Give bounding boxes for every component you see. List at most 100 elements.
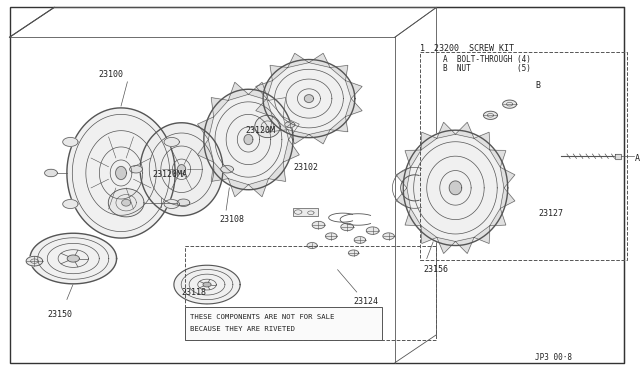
Polygon shape	[256, 99, 273, 116]
Polygon shape	[164, 138, 179, 147]
Polygon shape	[204, 89, 293, 190]
Text: JP3 00·8: JP3 00·8	[535, 353, 572, 362]
Polygon shape	[421, 226, 437, 243]
Text: 23120M: 23120M	[245, 126, 275, 135]
Polygon shape	[421, 132, 437, 150]
Polygon shape	[340, 223, 353, 231]
Polygon shape	[140, 123, 223, 216]
Text: 23124: 23124	[353, 297, 378, 306]
Polygon shape	[437, 122, 456, 138]
Polygon shape	[228, 82, 248, 100]
Polygon shape	[228, 179, 248, 197]
Text: A: A	[634, 154, 639, 163]
Polygon shape	[270, 65, 288, 81]
Polygon shape	[346, 81, 362, 99]
Polygon shape	[116, 167, 127, 179]
Polygon shape	[474, 226, 490, 243]
Polygon shape	[198, 140, 214, 162]
Polygon shape	[269, 162, 285, 182]
Polygon shape	[405, 150, 421, 167]
Polygon shape	[354, 237, 365, 243]
Polygon shape	[164, 199, 179, 208]
Polygon shape	[30, 233, 116, 284]
Polygon shape	[283, 117, 300, 140]
Polygon shape	[263, 60, 355, 138]
Polygon shape	[122, 199, 131, 206]
Polygon shape	[255, 115, 280, 138]
Text: 23118: 23118	[182, 288, 207, 296]
Polygon shape	[283, 140, 300, 162]
Polygon shape	[198, 117, 214, 140]
Polygon shape	[248, 82, 269, 100]
Polygon shape	[456, 122, 474, 138]
Text: 1: 1	[420, 44, 426, 53]
Bar	[185, 307, 382, 340]
Polygon shape	[177, 165, 186, 174]
Text: 23156: 23156	[424, 265, 449, 274]
Polygon shape	[211, 162, 228, 182]
Polygon shape	[305, 95, 314, 102]
Text: 23200  SCREW KIT: 23200 SCREW KIT	[435, 44, 515, 53]
Polygon shape	[449, 181, 461, 195]
Polygon shape	[456, 237, 474, 253]
Bar	[420, 52, 627, 260]
Polygon shape	[366, 227, 379, 234]
Polygon shape	[63, 199, 78, 208]
Polygon shape	[307, 243, 317, 248]
Polygon shape	[396, 167, 411, 188]
Polygon shape	[108, 189, 144, 217]
Text: B  NUT          (5): B NUT (5)	[443, 64, 531, 73]
Polygon shape	[63, 138, 78, 147]
Text: A  BOLT-THROUGH (4): A BOLT-THROUGH (4)	[443, 55, 531, 64]
Polygon shape	[346, 99, 362, 116]
Text: THESE COMPONENTS ARE NOT FOR SALE: THESE COMPONENTS ARE NOT FOR SALE	[190, 314, 334, 320]
Polygon shape	[326, 233, 337, 240]
Polygon shape	[405, 208, 421, 226]
Polygon shape	[490, 150, 506, 167]
Polygon shape	[483, 111, 497, 119]
Polygon shape	[269, 97, 285, 117]
Polygon shape	[437, 237, 456, 253]
Polygon shape	[288, 53, 309, 67]
Polygon shape	[500, 167, 515, 188]
Polygon shape	[285, 122, 295, 128]
Polygon shape	[383, 233, 394, 240]
Polygon shape	[270, 116, 288, 132]
Text: 23120MA: 23120MA	[153, 170, 188, 179]
Bar	[185, 246, 436, 340]
Polygon shape	[312, 221, 325, 229]
Polygon shape	[26, 256, 43, 266]
Text: 23108: 23108	[220, 215, 244, 224]
Polygon shape	[203, 282, 211, 287]
Polygon shape	[474, 132, 490, 150]
Polygon shape	[288, 130, 309, 144]
Polygon shape	[490, 208, 506, 226]
Polygon shape	[248, 179, 269, 197]
Text: 23150: 23150	[48, 310, 73, 319]
Text: B: B	[535, 81, 540, 90]
Polygon shape	[403, 130, 508, 246]
Polygon shape	[396, 188, 411, 208]
Text: 23102: 23102	[293, 163, 318, 172]
Polygon shape	[256, 81, 273, 99]
Polygon shape	[174, 265, 240, 304]
Polygon shape	[221, 166, 234, 173]
Polygon shape	[244, 135, 253, 144]
Polygon shape	[67, 255, 79, 262]
Polygon shape	[502, 100, 516, 108]
Polygon shape	[67, 108, 175, 238]
Polygon shape	[211, 97, 228, 117]
Bar	[293, 208, 319, 216]
Polygon shape	[500, 188, 515, 208]
Polygon shape	[130, 166, 142, 173]
Polygon shape	[309, 53, 330, 67]
Polygon shape	[309, 130, 330, 144]
Polygon shape	[330, 116, 348, 132]
Polygon shape	[348, 250, 358, 256]
Polygon shape	[614, 154, 621, 159]
Polygon shape	[45, 169, 58, 177]
Polygon shape	[330, 65, 348, 81]
Text: BECAUSE THEY ARE RIVETED: BECAUSE THEY ARE RIVETED	[190, 326, 295, 332]
Text: 23100: 23100	[99, 70, 124, 79]
Text: 23127: 23127	[538, 209, 563, 218]
